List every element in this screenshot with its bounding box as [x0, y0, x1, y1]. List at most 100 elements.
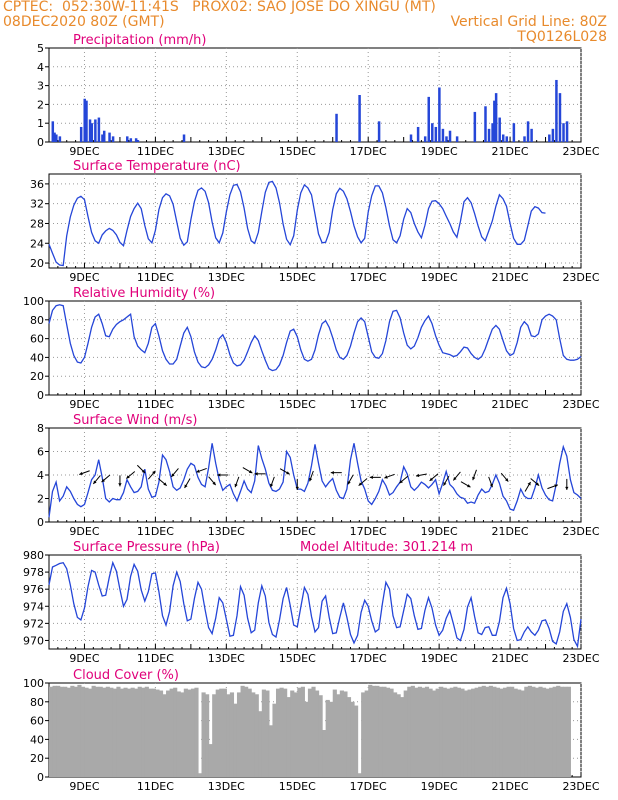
- y-tick-label: 4: [37, 469, 44, 482]
- wind-arrow: [384, 473, 395, 479]
- precip-bar: [335, 113, 338, 142]
- x-tick-label: 11DEC: [137, 145, 174, 158]
- cloud-bar: [187, 689, 192, 777]
- wind-arrow: [279, 468, 290, 475]
- cloud-bar: [336, 694, 341, 777]
- panel-title-cloud: Cloud Cover (%): [73, 668, 179, 683]
- cloud-bar: [52, 685, 57, 777]
- cloud-bar: [566, 686, 571, 777]
- y-tick-label: 2: [37, 493, 44, 506]
- x-tick-label: 17DEC: [350, 525, 387, 538]
- cloud-bar: [119, 688, 125, 777]
- x-tick-label: 9DEC: [69, 525, 99, 538]
- wind-arrow: [399, 475, 409, 484]
- precip-bar: [90, 123, 94, 142]
- cloud-bar: [421, 687, 426, 777]
- wind-arrow-head: [286, 471, 290, 475]
- cloud-bar: [98, 686, 103, 777]
- precip-bar: [530, 128, 533, 142]
- wind-arrow: [234, 476, 240, 488]
- wind-arrow: [443, 475, 450, 486]
- cloud-bar: [382, 686, 387, 777]
- x-tick-label: 23DEC: [562, 398, 599, 411]
- precip-bar: [431, 123, 434, 142]
- y-tick-label: 40: [30, 733, 44, 746]
- wind-arrow-head: [248, 470, 253, 474]
- precip-bar: [493, 100, 496, 142]
- cloud-bar: [268, 725, 274, 777]
- wind-arrow-head: [212, 481, 216, 486]
- cloud-bar: [56, 685, 61, 777]
- x-tick-label: 19DEC: [421, 271, 458, 284]
- y-tick-label: 60: [30, 715, 44, 728]
- precip-bar: [111, 136, 115, 142]
- wind-arrow: [530, 478, 540, 486]
- y-tick-label: 5: [37, 42, 44, 55]
- wind-arrow: [295, 478, 299, 490]
- cloud-bar: [91, 685, 96, 777]
- cloud-bar: [467, 689, 472, 777]
- wind-arrow: [170, 468, 179, 478]
- cloud-bar: [272, 703, 277, 777]
- wind-arrow-head: [358, 482, 363, 486]
- precip-bar: [512, 123, 516, 142]
- panel-title-temp: Surface Temperature (nC): [73, 159, 241, 174]
- cloud-bar: [265, 690, 270, 777]
- precip-bar: [487, 128, 491, 142]
- x-tick-label: 17DEC: [350, 271, 387, 284]
- wind-arrow-head: [163, 482, 167, 486]
- y-tick-label: 980: [23, 549, 44, 562]
- wind-arrow: [101, 474, 111, 483]
- precip-bar: [438, 87, 441, 142]
- cloud-bar: [552, 686, 557, 777]
- wind-arrow-head: [217, 473, 221, 477]
- panel-frame: [48, 47, 582, 143]
- x-tick-label: 11DEC: [137, 398, 174, 411]
- x-tick-label: 9DEC: [69, 780, 99, 793]
- panel-rh: 0 20 40 60 80 100 9DEC 11DEC 13DEC 15DEC 17DEC 19DE…: [23, 286, 600, 411]
- cloud-bar: [123, 687, 128, 777]
- precip-bar: [494, 93, 498, 142]
- cloud-bar: [502, 687, 508, 777]
- cloud-bar: [127, 688, 132, 777]
- panel-pres: 970 972 974 976 978 980 9DEC 11DEC 13DEC 15DEC 17D…: [23, 540, 600, 665]
- wind-arrow: [488, 476, 493, 488]
- cloud-bar: [350, 701, 355, 777]
- wind-arrow: [208, 476, 217, 486]
- x-tick-label: 19DEC: [421, 145, 458, 158]
- x-tick-label: 13DEC: [208, 398, 245, 411]
- wind-arrow-head: [347, 480, 351, 485]
- cloud-bar: [453, 686, 458, 777]
- wind-arrow-head: [535, 482, 540, 486]
- wind-arrow-head: [565, 486, 569, 490]
- precip-bar: [562, 123, 565, 142]
- y-tick-label: 36: [30, 178, 44, 191]
- precip-bar: [445, 136, 448, 142]
- cloud-bar: [439, 686, 444, 777]
- precip-bar: [427, 96, 430, 142]
- cloud-bar: [205, 694, 210, 777]
- cloud-bar: [510, 686, 515, 777]
- wind-arrow: [136, 464, 146, 474]
- cloud-bar: [545, 688, 550, 777]
- cloud-bar: [297, 687, 302, 777]
- cloud-bar: [254, 694, 259, 777]
- panel-title-pres: Surface Pressure (hPa): [73, 540, 220, 555]
- precip-bar: [555, 79, 558, 142]
- precip-bar: [136, 140, 140, 142]
- cloud-bar: [499, 688, 504, 777]
- y-tick-label: 0: [37, 389, 44, 402]
- wind-arrow-head: [505, 478, 509, 482]
- y-tick-label: 20: [30, 752, 44, 765]
- header-grid-note: Vertical Grid Line: 80Z: [450, 14, 607, 30]
- wind-arrow-head: [171, 473, 175, 477]
- cloud-bar: [130, 687, 135, 777]
- cloud-bar: [190, 688, 196, 777]
- wind-arrow-head: [141, 469, 146, 474]
- header-model-code: TQ0126L028: [517, 29, 607, 45]
- precip-bar: [51, 121, 55, 142]
- x-tick-label: 13DEC: [208, 780, 245, 793]
- cloud-bar: [531, 686, 536, 777]
- cloud-bar: [329, 701, 334, 777]
